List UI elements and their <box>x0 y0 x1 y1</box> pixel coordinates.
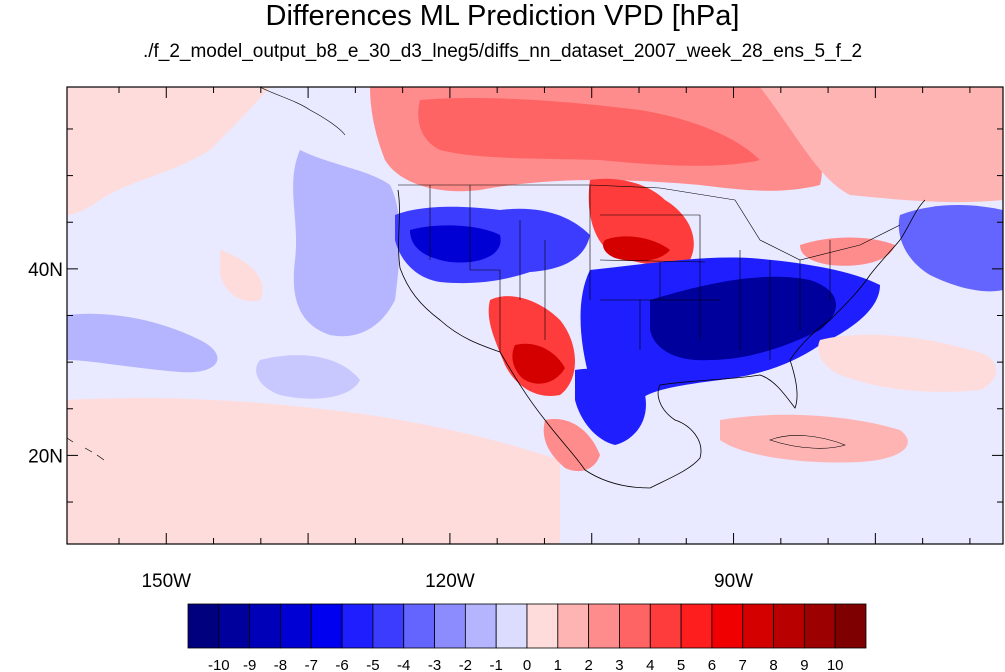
colorbar-label: 6 <box>708 657 716 672</box>
colorbar-label: 3 <box>615 657 623 672</box>
colorbar-label: 7 <box>739 657 747 672</box>
colorbar-swatch <box>495 603 528 649</box>
pacific-pink-south <box>67 398 560 544</box>
colorbar-swatch <box>834 603 867 649</box>
colorbar-swatch <box>372 603 405 649</box>
plains-darkred-core <box>603 236 670 262</box>
colorbar-label: -1 <box>490 657 503 672</box>
texas-blue-region <box>575 368 646 445</box>
colorbar-label: 4 <box>646 657 654 672</box>
colorbar-swatch <box>434 603 466 649</box>
colorbar-label: 0 <box>523 657 531 672</box>
cuba-coast <box>769 435 846 449</box>
map-plot-area <box>67 87 1003 544</box>
northwest-darkblue-core <box>410 225 501 263</box>
colorbar-swatch <box>649 603 682 649</box>
colorbar-swatch <box>187 603 220 649</box>
mexico-pink-region <box>543 419 600 472</box>
colorbar-label: -8 <box>274 657 287 672</box>
pacific-blue-region <box>293 150 400 337</box>
colorbar-swatch <box>557 603 590 649</box>
colorbar-swatch <box>464 603 497 649</box>
lat-tick-label: 20N <box>28 446 63 467</box>
lat-tick-label: 40N <box>28 260 63 281</box>
axis-ticks: 20N 40N 150W 120W 90W <box>28 87 1003 592</box>
atlantic-blue-region <box>898 205 1003 292</box>
colorbar-swatch <box>742 603 774 649</box>
pacific-blue-region-south <box>256 355 360 399</box>
colorbar-swatch <box>773 603 805 649</box>
us-coastline <box>397 189 926 489</box>
colorbar-swatch <box>218 603 251 649</box>
pacific-pink-mid <box>220 250 263 302</box>
colorbar-label: 9 <box>800 657 808 672</box>
colorbar-swatch <box>310 603 343 649</box>
canada-pink-east <box>760 87 1003 203</box>
colorbar-label: -5 <box>366 657 379 672</box>
atlantic-pink-region <box>818 334 997 392</box>
lon-tick-label: 150W <box>141 571 191 592</box>
colorbar-swatch <box>711 603 744 649</box>
colorbar-label: -10 <box>208 657 230 672</box>
colorbar-label: -3 <box>428 657 441 672</box>
lon-tick-label: 120W <box>425 571 475 592</box>
colorbar-swatch <box>680 603 713 649</box>
colorbar-label: 8 <box>769 657 777 672</box>
map-subtitle: ./f_2_model_output_b8_e_30_d3_lneg5/diff… <box>142 41 863 62</box>
colorbar-label: -9 <box>243 657 256 672</box>
colorbar-label: -6 <box>335 657 348 672</box>
lon-tick-label: 90W <box>714 571 753 592</box>
canada-coast <box>259 87 346 136</box>
southwest-darkred-core <box>512 343 565 384</box>
canada-red-core <box>418 98 760 166</box>
pacific-pink-region <box>67 87 270 215</box>
colorbar-swatch <box>280 603 312 649</box>
colorbar-label: 2 <box>584 657 592 672</box>
hawaii-islands <box>67 437 105 461</box>
colorbar-swatch <box>341 603 374 649</box>
colorbar: -10 -9 -8 -7 -6 -5 -4 -3 -2 -1 0 1 2 3 4 5 6 7 8 9 10 <box>187 603 867 672</box>
caribbean-pink-region <box>720 414 908 463</box>
colorbar-label: -2 <box>459 657 472 672</box>
colorbar-label: 10 <box>827 657 844 672</box>
colorbar-label: -7 <box>305 657 318 672</box>
colorbar-swatch <box>403 603 435 649</box>
southeast-darkblue-core <box>650 276 837 361</box>
state-borders <box>398 184 901 360</box>
colorbar-swatch <box>803 603 836 649</box>
colorbar-label: 5 <box>677 657 685 672</box>
pacific-blue-region-west <box>67 313 218 373</box>
colorbar-swatch <box>588 603 620 649</box>
colorbar-label: -4 <box>397 657 410 672</box>
map-title: Differences ML Prediction VPD [hPa] <box>265 0 740 32</box>
colorbar-swatch <box>619 603 651 649</box>
colorbar-label: 1 <box>554 657 562 672</box>
colorbar-swatch <box>526 603 559 649</box>
northeast-red-region <box>800 237 895 266</box>
colorbar-swatch <box>249 603 281 649</box>
